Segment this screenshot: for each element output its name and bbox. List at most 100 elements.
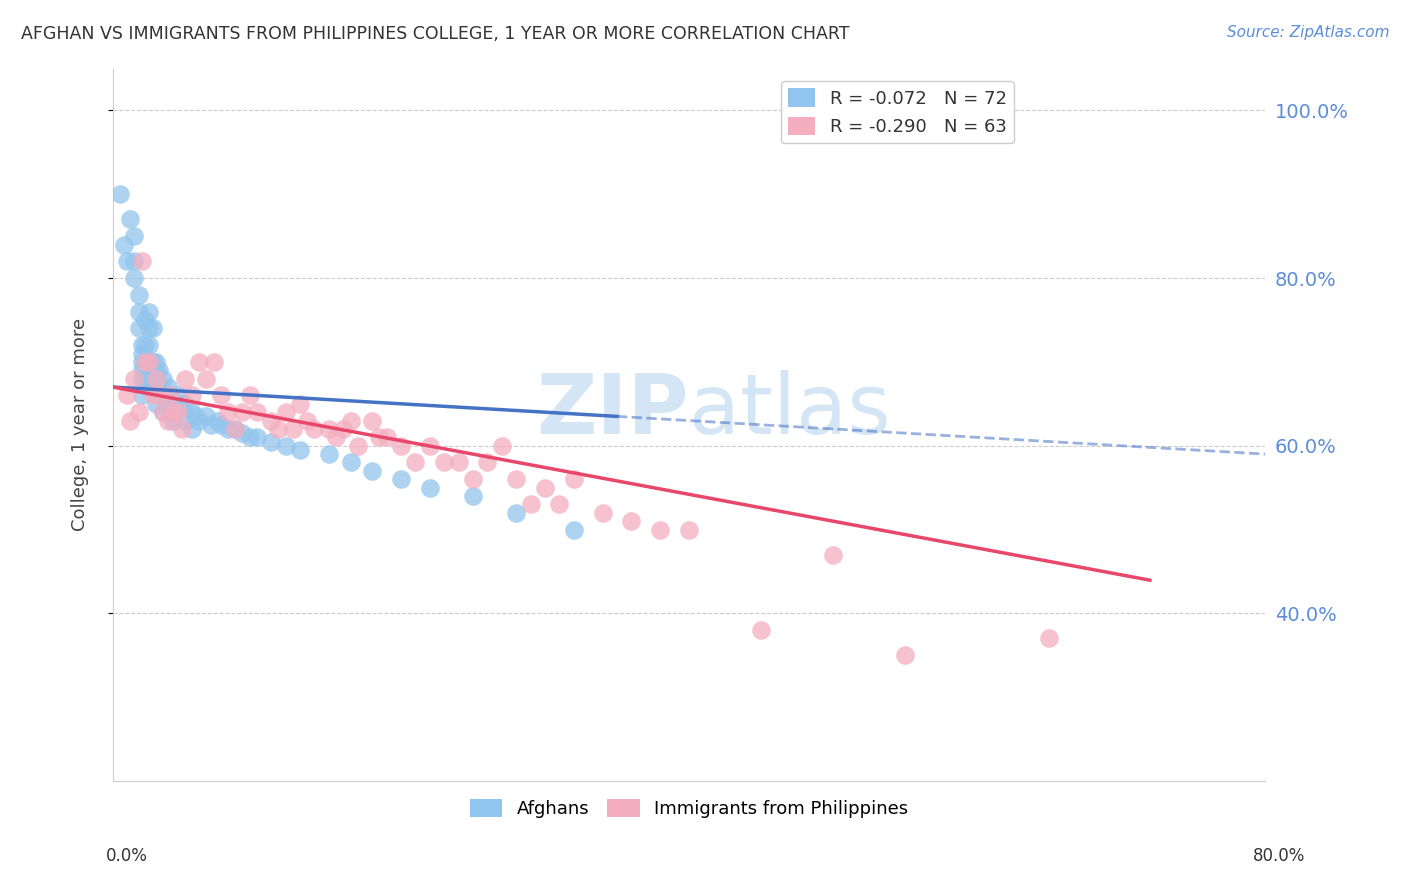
Point bbox=[131, 338, 153, 352]
Point bbox=[166, 388, 188, 402]
Point bbox=[274, 439, 297, 453]
Point bbox=[1038, 632, 1060, 646]
Point bbox=[188, 355, 211, 369]
Point bbox=[288, 442, 311, 457]
Text: ZIP: ZIP bbox=[537, 370, 689, 451]
Point bbox=[117, 254, 139, 268]
Point bbox=[131, 388, 153, 402]
Point bbox=[120, 413, 142, 427]
Point bbox=[131, 346, 153, 360]
Point bbox=[461, 472, 484, 486]
Text: 80.0%: 80.0% bbox=[1253, 847, 1306, 865]
Point bbox=[148, 388, 170, 402]
Point bbox=[325, 430, 347, 444]
Point bbox=[188, 413, 211, 427]
Point bbox=[821, 548, 844, 562]
Point bbox=[186, 409, 208, 424]
Point bbox=[156, 397, 179, 411]
Point bbox=[519, 497, 541, 511]
Point bbox=[202, 355, 225, 369]
Point bbox=[239, 430, 262, 444]
Point bbox=[138, 321, 160, 335]
Point bbox=[332, 422, 354, 436]
Point bbox=[170, 397, 193, 411]
Point bbox=[274, 405, 297, 419]
Point bbox=[138, 372, 160, 386]
Point bbox=[128, 321, 150, 335]
Point bbox=[138, 338, 160, 352]
Point bbox=[260, 434, 283, 449]
Point bbox=[195, 372, 218, 386]
Point bbox=[131, 254, 153, 268]
Point bbox=[145, 355, 167, 369]
Point bbox=[246, 430, 269, 444]
Point bbox=[142, 321, 165, 335]
Point bbox=[145, 380, 167, 394]
Point bbox=[447, 455, 470, 469]
Point bbox=[173, 372, 195, 386]
Point bbox=[181, 422, 204, 436]
Point bbox=[138, 355, 160, 369]
Point bbox=[678, 523, 700, 537]
Point bbox=[419, 439, 441, 453]
Point bbox=[148, 363, 170, 377]
Point bbox=[148, 380, 170, 394]
Point bbox=[131, 372, 153, 386]
Point bbox=[209, 417, 232, 432]
Point bbox=[152, 372, 174, 386]
Point bbox=[173, 397, 195, 411]
Point bbox=[231, 426, 253, 441]
Point bbox=[159, 405, 181, 419]
Point bbox=[224, 422, 246, 436]
Point bbox=[159, 388, 181, 402]
Point bbox=[117, 388, 139, 402]
Point bbox=[217, 422, 239, 436]
Point bbox=[246, 405, 269, 419]
Point bbox=[162, 405, 184, 419]
Point bbox=[419, 481, 441, 495]
Point bbox=[346, 439, 368, 453]
Point bbox=[389, 472, 412, 486]
Point bbox=[505, 472, 527, 486]
Point bbox=[124, 254, 146, 268]
Point bbox=[124, 372, 146, 386]
Point bbox=[170, 422, 193, 436]
Point bbox=[200, 417, 222, 432]
Point bbox=[620, 514, 643, 528]
Point bbox=[562, 523, 585, 537]
Text: 0.0%: 0.0% bbox=[105, 847, 148, 865]
Point bbox=[231, 405, 253, 419]
Point bbox=[134, 355, 156, 369]
Point bbox=[505, 506, 527, 520]
Point bbox=[534, 481, 557, 495]
Point bbox=[304, 422, 326, 436]
Point bbox=[548, 497, 571, 511]
Point bbox=[894, 648, 917, 663]
Y-axis label: College, 1 year or more: College, 1 year or more bbox=[72, 318, 89, 532]
Point bbox=[491, 439, 513, 453]
Point bbox=[120, 212, 142, 227]
Point bbox=[142, 355, 165, 369]
Point bbox=[461, 489, 484, 503]
Point bbox=[361, 413, 384, 427]
Point bbox=[217, 405, 239, 419]
Point bbox=[128, 304, 150, 318]
Point bbox=[361, 464, 384, 478]
Point bbox=[138, 304, 160, 318]
Point bbox=[128, 288, 150, 302]
Point bbox=[339, 413, 361, 427]
Point bbox=[477, 455, 499, 469]
Point bbox=[156, 413, 179, 427]
Point bbox=[209, 388, 232, 402]
Point bbox=[205, 413, 228, 427]
Point bbox=[134, 372, 156, 386]
Point bbox=[134, 338, 156, 352]
Point bbox=[166, 405, 188, 419]
Point bbox=[318, 422, 340, 436]
Point bbox=[195, 409, 218, 424]
Point bbox=[145, 397, 167, 411]
Point bbox=[173, 413, 195, 427]
Point bbox=[433, 455, 456, 469]
Point bbox=[145, 372, 167, 386]
Point bbox=[156, 380, 179, 394]
